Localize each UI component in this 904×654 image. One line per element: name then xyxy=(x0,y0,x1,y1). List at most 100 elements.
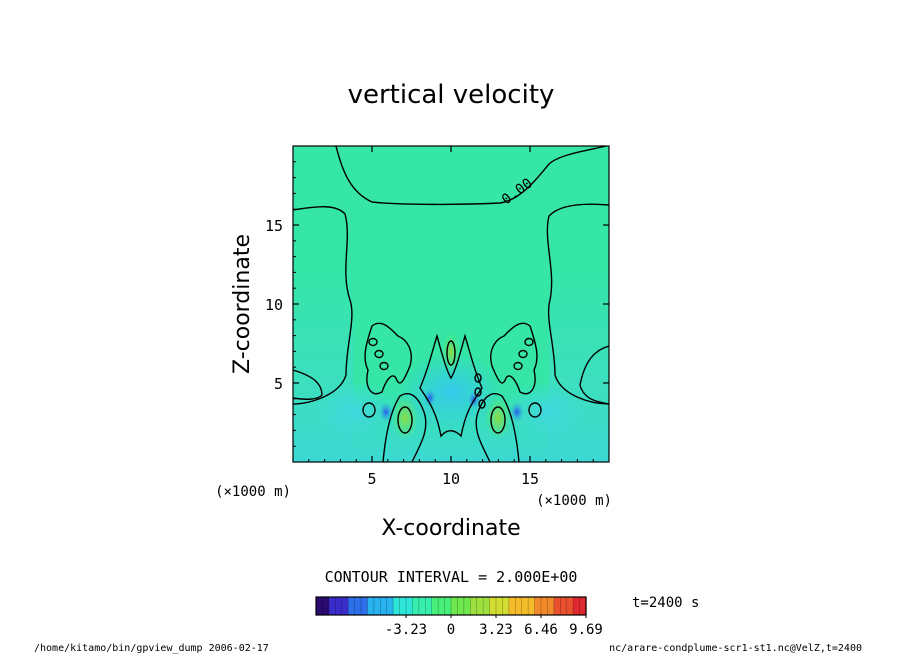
colorbar-tick-label: 0 xyxy=(447,622,455,638)
colorbar-segment xyxy=(463,597,471,615)
footer-right: nc/arare-condplume-scr1-st1.nc@VelZ,t=24… xyxy=(609,643,862,654)
colorbar-segment xyxy=(508,597,516,615)
colorbar-ticks: -3.23 0 3.23 6.46 9.69 xyxy=(385,615,603,638)
contour-right-cloud xyxy=(490,322,538,395)
contour-right-outer xyxy=(546,203,609,405)
blue-spot-right xyxy=(510,402,524,422)
x-tick-label: 10 xyxy=(442,470,460,488)
colorbar-segment xyxy=(470,597,478,615)
contour-right-small xyxy=(528,402,542,418)
colorbar-segment xyxy=(457,597,465,615)
contour-center-plume xyxy=(419,333,483,438)
downdraft-right xyxy=(507,382,587,442)
colorbar-segment xyxy=(431,597,439,615)
colorbar-segment xyxy=(406,597,414,615)
colorbar-segment xyxy=(534,597,542,615)
colorbar-segment xyxy=(515,597,523,615)
colorbar-segment xyxy=(553,597,561,615)
colorbar-segment xyxy=(361,597,369,615)
colorbar xyxy=(316,597,587,615)
blue-spot-left xyxy=(379,402,393,422)
colorbar-segment xyxy=(521,597,529,615)
time-label: t=2400 s xyxy=(632,595,699,611)
contour-right-lobe xyxy=(579,345,609,405)
contour-dot-6 xyxy=(513,361,523,371)
contour-dot-7 xyxy=(474,373,482,383)
colorbar-segment xyxy=(438,597,446,615)
x-unit-label: (×1000 m) xyxy=(536,493,612,509)
colorbar-segment xyxy=(579,597,587,615)
colorbar-segment xyxy=(412,597,420,615)
colorbar-segment xyxy=(322,597,330,615)
contour-lines xyxy=(293,146,609,462)
colorbar-segment xyxy=(560,597,568,615)
y-tick-label: 5 xyxy=(274,375,283,393)
y-tick-label: 15 xyxy=(265,217,283,235)
updraft-core-right xyxy=(485,396,511,440)
contour-dot-1 xyxy=(368,337,378,347)
contour-right-core xyxy=(490,406,506,434)
colorbar-segment xyxy=(373,597,381,615)
contour-left-lobe xyxy=(293,369,323,400)
colorbar-segment xyxy=(328,597,336,615)
y-unit-label: (×1000 m) xyxy=(215,484,291,500)
contour-dot-2 xyxy=(374,349,384,359)
colorbar-segment xyxy=(425,597,433,615)
colorbar-segment xyxy=(341,597,349,615)
contour-left-core xyxy=(397,406,413,434)
colorbar-segment xyxy=(380,597,388,615)
colorbar-segment xyxy=(489,597,497,615)
y-tick-label: 10 xyxy=(265,296,283,314)
colorbar-segment xyxy=(348,597,356,615)
y-axis-title: Z-coordinate xyxy=(230,234,255,374)
colorbar-segment xyxy=(573,597,581,615)
contour-right-updraft xyxy=(475,393,520,462)
contour-dot-8 xyxy=(474,387,482,397)
updraft-core-left xyxy=(392,396,418,440)
updraft-core-center xyxy=(442,332,460,372)
contour-upper xyxy=(335,146,607,206)
colorbar-segment xyxy=(418,597,426,615)
colorbar-segment xyxy=(496,597,504,615)
colorbar-segment xyxy=(393,597,401,615)
colorbar-segment xyxy=(399,597,407,615)
contour-dot-9 xyxy=(478,399,486,409)
colorbar-segment xyxy=(444,597,452,615)
blue-spot-center-left xyxy=(424,389,436,407)
contour-left-cloud xyxy=(364,322,412,395)
colorbar-segment xyxy=(476,597,484,615)
colorbar-segment xyxy=(367,597,375,615)
contour-dot-5 xyxy=(518,349,528,359)
colorbar-segment xyxy=(483,597,491,615)
colorbar-segment xyxy=(566,597,574,615)
colorbar-segment xyxy=(386,597,394,615)
colorbar-segment xyxy=(547,597,555,615)
x-tick-label: 5 xyxy=(367,470,376,488)
contour-left-small xyxy=(362,402,376,418)
contour-dot-3 xyxy=(379,361,389,371)
heatmap-field: 0.00 xyxy=(293,146,609,462)
colorbar-segment xyxy=(451,597,459,615)
footer-left: /home/kitamo/bin/gpview_dump 2006-02-17 xyxy=(34,643,269,654)
contour-interval-text: CONTOUR INTERVAL = 2.000E+00 xyxy=(325,568,578,586)
contour-dot-4 xyxy=(524,337,534,347)
colorbar-segment xyxy=(502,597,510,615)
colorbar-segment xyxy=(528,597,536,615)
x-axis: 5 10 15 xyxy=(308,146,594,488)
central-downdraft xyxy=(399,352,503,432)
colorbar-segment xyxy=(316,597,324,615)
colorbar-tick-label: 9.69 xyxy=(569,622,603,638)
contour-left-outer xyxy=(293,206,353,405)
colorbar-segment xyxy=(335,597,343,615)
colorbar-tick-label: 3.23 xyxy=(479,622,513,638)
colorbar-tick-label: 6.46 xyxy=(524,622,558,638)
x-axis-title: X-coordinate xyxy=(381,516,520,541)
contour-center-core xyxy=(446,340,456,366)
colorbar-tick-label: -3.23 xyxy=(385,622,427,638)
colorbar-segment xyxy=(354,597,362,615)
colorbar-segment xyxy=(541,597,549,615)
x-tick-label: 15 xyxy=(521,470,539,488)
y-axis: 5 10 15 xyxy=(265,161,609,447)
contour-left-updraft xyxy=(382,393,427,462)
chart-title: vertical velocity xyxy=(348,80,555,110)
